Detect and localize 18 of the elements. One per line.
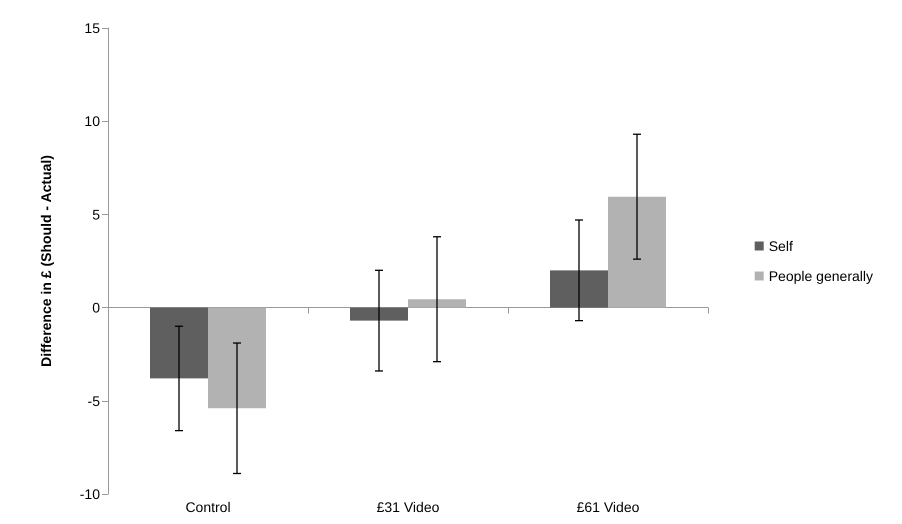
bar bbox=[208, 308, 266, 408]
legend-label: Self bbox=[768, 238, 793, 254]
y-tick-label: 5 bbox=[92, 206, 100, 222]
y-tick-label: -10 bbox=[80, 486, 100, 502]
bar bbox=[408, 299, 466, 308]
y-axis-title: Difference in £ (Should - Actual) bbox=[38, 155, 54, 367]
y-tick-label: 0 bbox=[92, 300, 100, 316]
y-tick-label: 15 bbox=[84, 20, 100, 36]
bar bbox=[608, 196, 666, 308]
bar bbox=[350, 308, 408, 321]
bar bbox=[550, 270, 608, 308]
y-tick-label: -5 bbox=[88, 392, 100, 409]
legend-label: People generally bbox=[768, 268, 873, 284]
x-tick-label: £61 Video bbox=[576, 499, 640, 515]
y-tick-label: 10 bbox=[84, 113, 100, 130]
x-tick-label: £31 Video bbox=[376, 499, 440, 515]
x-tick-label: Control bbox=[185, 499, 231, 515]
bar bbox=[150, 308, 208, 378]
